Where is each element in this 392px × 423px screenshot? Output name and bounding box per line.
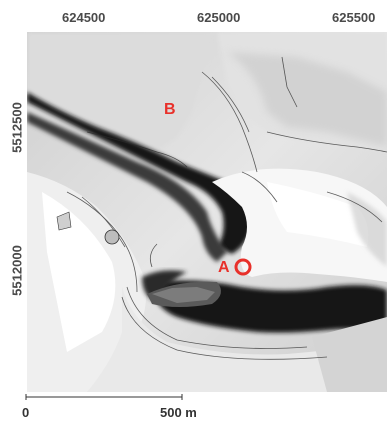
x-tick-label-625000: 625000 bbox=[197, 10, 241, 25]
x-tick-label-625500: 625500 bbox=[332, 10, 376, 25]
scale-start-label: 0 bbox=[22, 405, 30, 420]
small-structure bbox=[56, 211, 72, 231]
terrace-lines bbox=[66, 56, 387, 360]
hillshade-map[interactable] bbox=[27, 32, 387, 392]
y-tick-label-5512000: 5512000 bbox=[9, 245, 25, 296]
quarry-texture bbox=[152, 287, 215, 303]
marker-a-label: A bbox=[218, 259, 230, 276]
marker-a-circle-icon bbox=[234, 258, 252, 276]
upper-valley bbox=[27, 92, 252, 254]
lower-meander-flat bbox=[87, 287, 387, 392]
small-mound bbox=[104, 229, 120, 245]
left-flat-highlight bbox=[42, 192, 116, 352]
scale-end-label: 500 m bbox=[160, 405, 197, 420]
plateau-highlight bbox=[267, 182, 369, 247]
plateau-shade bbox=[347, 192, 387, 267]
y-tick-label-5512500: 5512500 bbox=[9, 102, 25, 153]
scale-bar bbox=[25, 394, 183, 400]
upper-right-slope bbox=[227, 52, 387, 147]
lower-right-slope bbox=[312, 317, 387, 392]
upper-valley-slope bbox=[27, 112, 227, 262]
terrain-svg bbox=[27, 32, 387, 392]
marker-b-label: B bbox=[164, 101, 176, 118]
x-tick-label-624500: 624500 bbox=[62, 10, 106, 25]
